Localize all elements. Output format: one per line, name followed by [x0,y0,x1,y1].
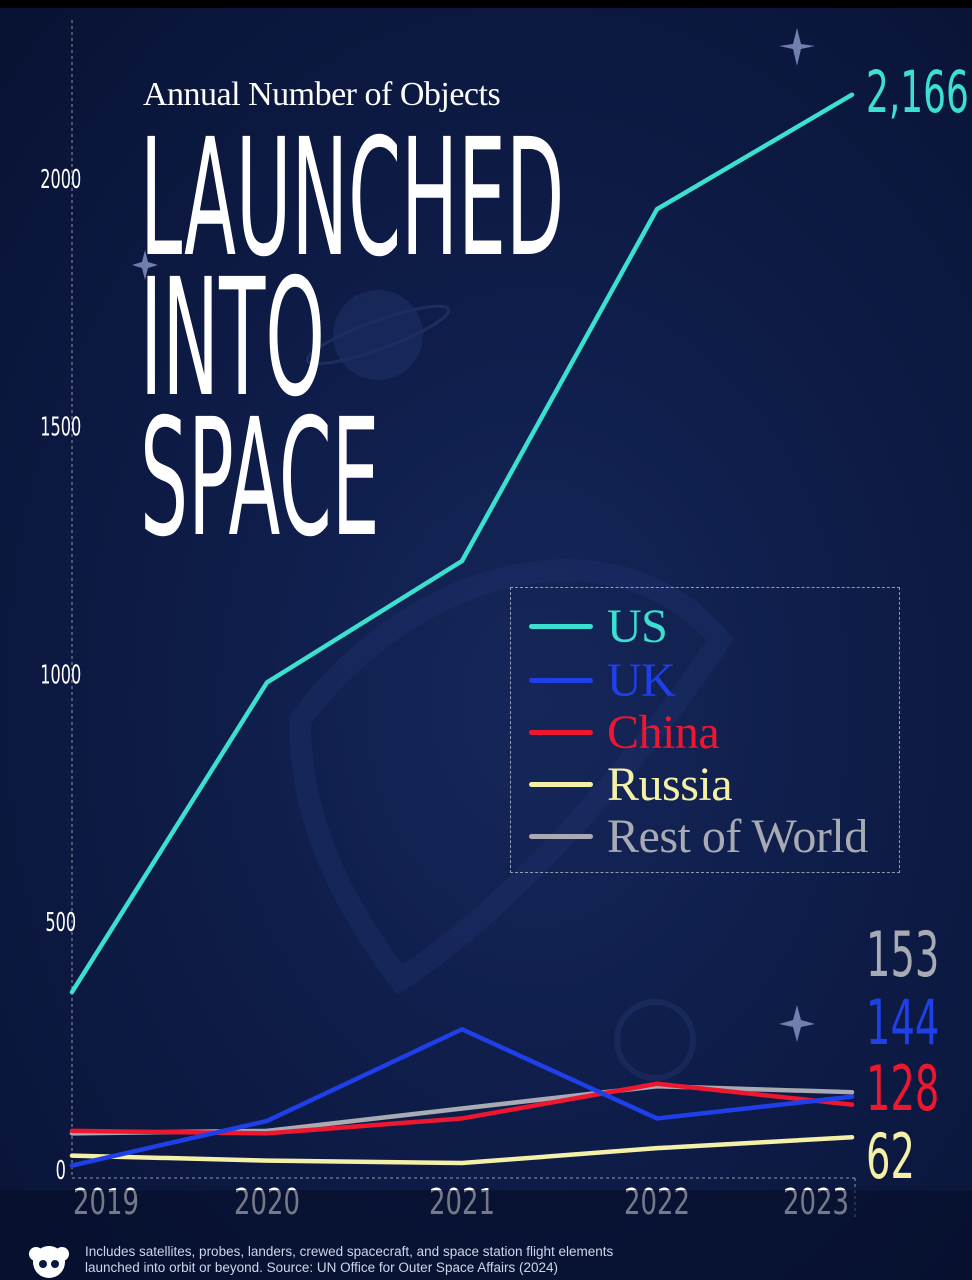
data-point [655,207,659,212]
data-point [265,1158,269,1163]
data-point [70,1153,74,1158]
legend-label-russia: Russia [607,757,733,811]
y-tick-label: 1500 [40,413,81,443]
chart-title-line3: SPACE [140,385,380,573]
y-tick-label: 2000 [40,165,81,195]
legend-item-us: US [529,599,668,653]
legend-item-rest-of-world: Rest of World [529,809,868,863]
star-decorations [132,28,815,1042]
data-point [850,92,854,97]
footer-band [0,1190,972,1280]
chart-subtitle: Annual Number of Objects [143,76,501,113]
data-point [655,1081,659,1086]
rocket-decoration [288,559,734,995]
legend-swatch-rest-of-world [529,833,593,839]
legend: US UK China Russia Rest of World [510,587,900,873]
star-icon [779,28,815,66]
planet-ring-decoration [305,304,451,366]
data-point [265,680,269,685]
y-axis-ticks: 0 500 1000 1500 2000 [40,165,81,1186]
legend-label-us: US [607,599,668,653]
legend-item-russia: Russia [529,757,733,811]
data-point [265,1118,269,1123]
data-point [70,990,74,995]
legend-swatch-us [529,623,593,629]
data-point [850,1102,854,1107]
background-decorations [288,290,734,1081]
data-point [850,1094,854,1099]
data-point [460,1106,464,1111]
top-black-bar [0,0,972,8]
data-point [850,1135,854,1140]
data-point [70,1128,74,1133]
legend-swatch-uk [529,677,593,683]
series-lines [69,92,855,1168]
legend-item-uk: UK [529,653,676,707]
footer-note-line1: Includes satellites, probes, landers, cr… [85,1244,614,1259]
data-point [655,1146,659,1151]
star-icon [779,1005,815,1042]
legend-item-china: China [529,705,720,759]
star-icon [132,250,158,280]
legend-label-rest-of-world: Rest of World [607,809,868,863]
data-point [655,1116,659,1121]
y-tick-label: 1000 [40,661,81,691]
end-label-rest-of-world: 153 [866,920,939,992]
chart-title-line1: LAUNCHED [140,105,565,293]
end-label-china: 128 [866,1054,939,1126]
data-point [460,559,464,564]
data-point [460,1116,464,1121]
y-tick-label: 0 [56,1156,66,1186]
planet-decoration [333,290,423,380]
y-tick-label: 500 [45,908,76,938]
legend-label-uk: UK [607,653,676,707]
footer-note-line2: launched into orbit or beyond. Source: U… [85,1260,559,1275]
end-label-russia: 62 [866,1122,915,1194]
chart-title-line2: INTO [140,245,325,433]
data-point [460,1027,464,1032]
series-line-russia [69,1135,855,1166]
data-point [265,1131,269,1136]
footer-note: Includes satellites, probes, landers, cr… [85,1244,785,1276]
data-point [850,1090,854,1095]
legend-label-china: China [607,705,720,759]
data-point [460,1161,464,1166]
legend-swatch-china [529,729,593,735]
moon-decoration [614,999,696,1081]
publisher-logo-icon [29,1246,69,1278]
end-label-us: 2,166 [866,59,969,126]
data-point [70,1163,74,1168]
legend-swatch-russia [529,781,593,787]
end-label-uk: 144 [866,988,939,1060]
